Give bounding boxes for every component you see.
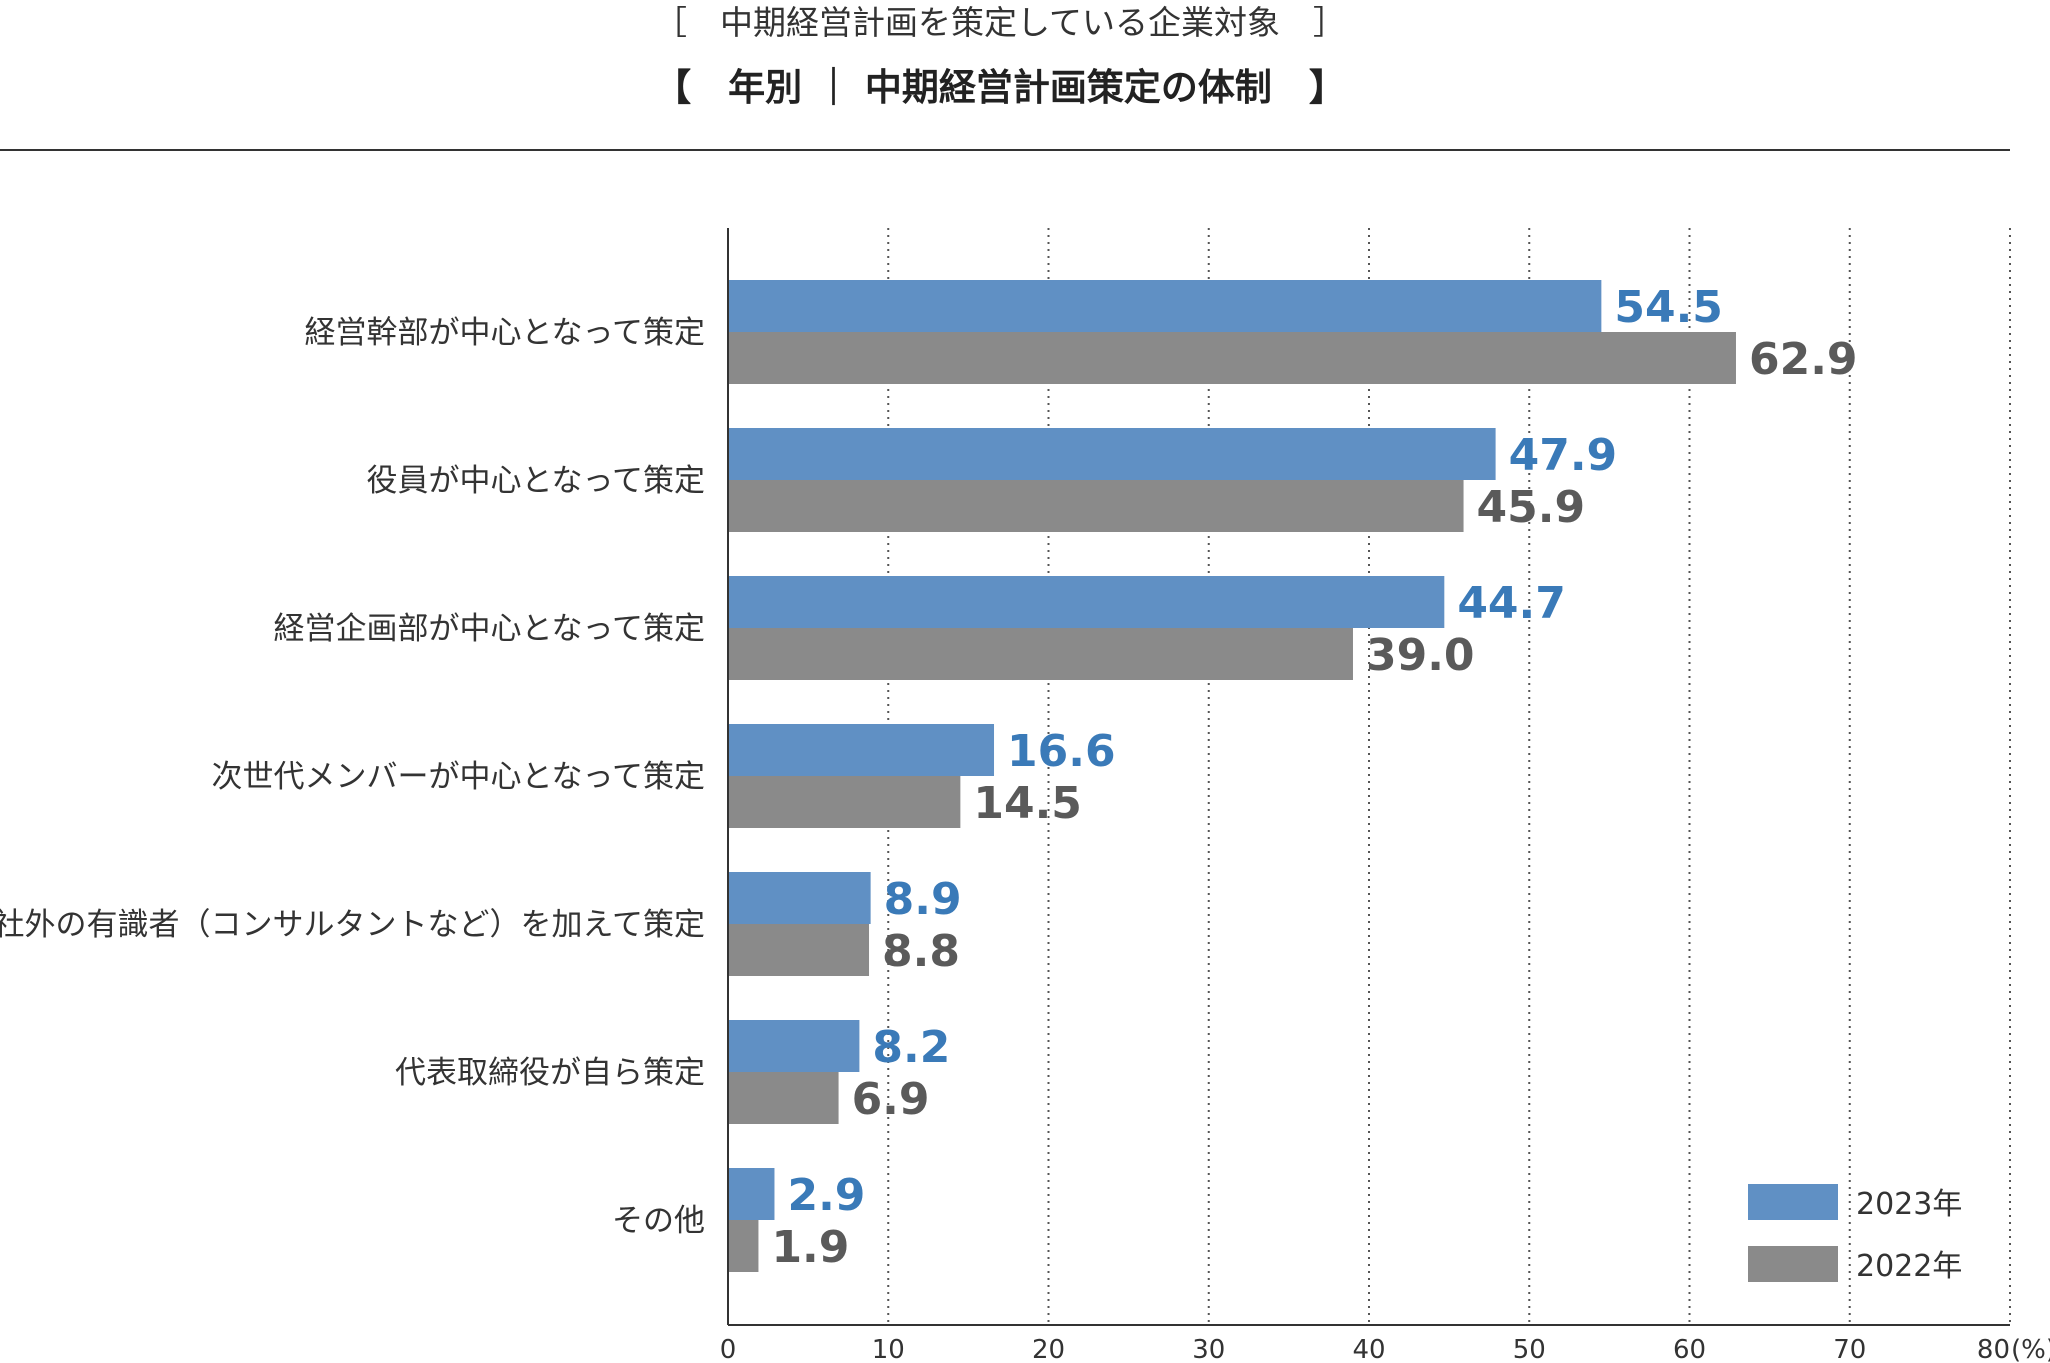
legend-swatch: [1748, 1246, 1838, 1282]
bar-2022: [728, 332, 1736, 384]
grid-lines: [887, 228, 2011, 1325]
bar-2023: [728, 724, 995, 776]
category-label: 経営幹部が中心となって策定: [304, 315, 705, 351]
bar-2022: [728, 1220, 759, 1272]
category-label: 役員が中心となって策定: [366, 463, 705, 499]
legend-label: 2023年: [1856, 1187, 1962, 1222]
category-label: 次世代メンバーが中心となって策定: [211, 759, 705, 795]
category-label: 社外の有識者（コンサルタントなど）を加えて策定: [0, 907, 705, 943]
value-label: 8.2: [872, 1022, 950, 1073]
bar-2022: [728, 776, 961, 828]
chart-subtitle: ［ 中期経営計画を策定している企業対象 ］: [654, 3, 1346, 42]
bar-2022: [728, 1072, 839, 1124]
value-label: 2.9: [787, 1170, 865, 1221]
bar-2023: [728, 1168, 775, 1220]
x-axis-unit: (%): [2011, 1335, 2050, 1363]
bar-2023: [728, 872, 871, 924]
value-label: 6.9: [852, 1074, 930, 1125]
x-tick-label: 20: [1032, 1335, 1065, 1363]
bar-2022: [728, 924, 870, 976]
category-label: 経営企画部が中心となって策定: [273, 611, 705, 647]
category-label: 代表取締役が自ら策定: [395, 1055, 705, 1091]
value-label: 47.9: [1509, 430, 1618, 481]
bar-2022: [728, 628, 1353, 680]
bar-2023: [728, 280, 1602, 332]
value-label: 45.9: [1477, 482, 1586, 533]
value-label: 1.9: [771, 1222, 849, 1273]
category-labels: 経営幹部が中心となって策定役員が中心となって策定経営企画部が中心となって策定次世…: [0, 315, 705, 1239]
category-label: その他: [612, 1203, 705, 1239]
x-tick-label: 60: [1673, 1335, 1706, 1363]
x-tick-label: 30: [1192, 1335, 1225, 1363]
value-label: 62.9: [1749, 334, 1858, 385]
x-axis-ticks: 0 10 20 30 40 50 60 70 80: [720, 1335, 2010, 1363]
bar-2022: [728, 480, 1464, 532]
value-labels: 54.5 62.9 47.945.9 44.739.0 16.614.58.98.8 8.…: [771, 282, 1857, 1273]
bar-2023: [728, 576, 1445, 628]
value-label: 54.5: [1614, 282, 1723, 333]
value-label: 8.9: [884, 874, 962, 925]
value-label: 16.6: [1007, 726, 1116, 777]
legend-label: 2022年: [1856, 1249, 1962, 1284]
value-label: 44.7: [1457, 578, 1566, 629]
bar-2023: [728, 1020, 860, 1072]
chart-title: 【 年別 ｜ 中期経営計画策定の体制 】: [654, 66, 1346, 109]
x-tick-label: 0: [720, 1335, 737, 1363]
bars: [728, 280, 1736, 1272]
legend: 2023年 2022年: [1748, 1184, 1962, 1284]
x-tick-label: 50: [1513, 1335, 1546, 1363]
value-label: 8.8: [882, 926, 960, 977]
x-tick-label: 10: [872, 1335, 905, 1363]
value-label: 14.5: [973, 778, 1082, 829]
x-tick-label: 70: [1833, 1335, 1866, 1363]
legend-swatch: [1748, 1184, 1838, 1220]
value-label: 39.0: [1366, 630, 1475, 681]
bar-2023: [728, 428, 1496, 480]
x-tick-label: 40: [1352, 1335, 1385, 1363]
x-tick-label: 80: [1977, 1335, 2010, 1363]
